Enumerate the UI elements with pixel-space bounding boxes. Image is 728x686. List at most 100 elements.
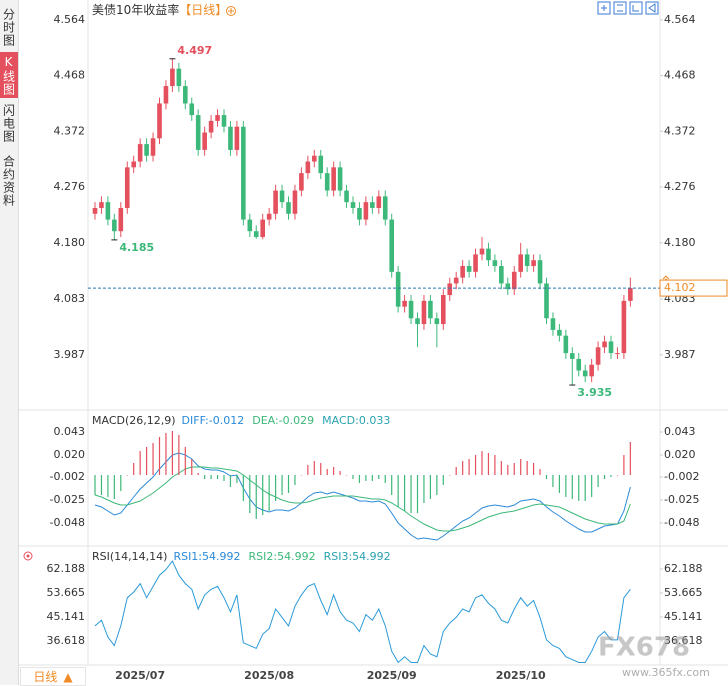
macd-bar [404,475,406,511]
macd-bar [578,475,580,501]
candle-body [157,103,162,139]
candle-body [570,353,575,359]
candle-body [479,248,485,255]
candle-body [544,283,549,319]
macd-bar [300,475,302,476]
macd-bar [249,475,251,513]
x-tick-label: 2025/09 [367,669,417,682]
macd-bar [223,475,225,481]
candle-body [595,347,601,365]
macd-bar [94,475,96,495]
macd-bar [262,475,264,515]
macd-bar [500,461,502,475]
candle-body [195,115,201,150]
candle-body [518,254,523,272]
candle-body [137,144,143,162]
candle-body [415,318,420,325]
period-button[interactable]: 日线 ▲ [20,667,86,686]
candle-body [537,260,543,284]
macd-bar [133,463,135,475]
tab[interactable]: 闪电图 [1,103,16,143]
candle-body [531,260,536,267]
candle-body [408,300,414,319]
candle-body [170,68,175,87]
macd-bar [494,455,496,475]
macd-bar [152,443,154,475]
indicator-line [94,560,631,664]
tab-active[interactable]: K线图 [0,52,18,98]
rsi-icon[interactable] [23,551,33,561]
candle-body [176,68,182,87]
candle-body [363,202,369,220]
candle-body [370,202,375,208]
extreme-label: 3.935 [577,386,612,399]
macd-bar [474,455,477,475]
candle-body [241,126,246,220]
tool-icon[interactable] [645,1,659,15]
candle-body [247,219,253,232]
candle-body [337,167,343,191]
macd-bar [307,465,309,475]
candle-body [473,254,478,272]
candle-body [434,318,440,325]
macd-bar [216,475,219,479]
macd-bar [339,471,341,475]
macd-bar [281,475,283,495]
y-tick-label-left: 4.083 [54,292,86,305]
y-tick-label-right: -0.025 [664,493,699,506]
tool-icon[interactable] [613,1,627,15]
tool-icon[interactable] [597,1,611,15]
watermark: FX678 [598,633,690,663]
macd-bar [171,431,173,475]
legend-entry: RSI1:54.992 [173,550,240,563]
y-tick-label-left: 62.188 [47,562,86,575]
macd-bar [442,475,444,485]
candle-body [221,115,227,127]
candle-body [202,132,207,150]
last-price-label: 4.102 [664,281,696,294]
y-tick-label-left: 0.020 [54,448,86,461]
y-tick-label-left: 53.665 [47,586,86,599]
candle-body [344,190,349,203]
macd-bar [268,475,270,511]
candle-body [260,219,265,237]
last-price-box [659,279,728,297]
y-tick-label-right: -0.048 [664,516,699,529]
y-tick-label-right: 0.043 [664,425,696,438]
candle-body [524,254,530,267]
y-tick-label-right: 0.020 [664,448,696,461]
zoom-icon[interactable] [226,6,236,16]
candle-body [131,161,136,168]
y-tick-label-right: 62.188 [664,562,703,575]
y-tick-label-left: 3.987 [54,348,86,361]
candle-body [163,86,169,104]
legend-entry: DIFF:-0.012 [182,414,245,427]
candle-body [324,173,330,191]
tool-icon[interactable] [629,1,643,15]
macd-bar [100,475,103,495]
macd-bar [287,475,290,493]
macd-bar [371,475,373,481]
macd-bar [416,475,419,513]
macd-bar [436,475,438,495]
candle-body [621,300,627,354]
macd-bar [410,475,412,513]
y-tick-label-right: 4.468 [664,69,696,82]
candle-body [486,248,491,261]
macd-bar [545,475,548,479]
y-tick-label-right: 36.618 [664,634,703,647]
macd-bar [358,475,361,483]
x-tick-label: 2025/07 [115,669,165,682]
macd-bar [481,451,483,475]
macd-bar [629,442,631,475]
macd-bar [526,461,528,475]
candle-body [144,144,149,156]
candle-body [602,341,607,348]
candle-body [615,353,620,355]
candle-body [215,115,220,121]
macd-bar [294,475,296,485]
tab[interactable]: 分时图 [1,7,16,47]
indicator-title: MACD(26,12,9) [92,414,176,427]
y-tick-label-right: 45.141 [664,610,703,623]
tab[interactable]: 合约资料 [1,155,16,207]
